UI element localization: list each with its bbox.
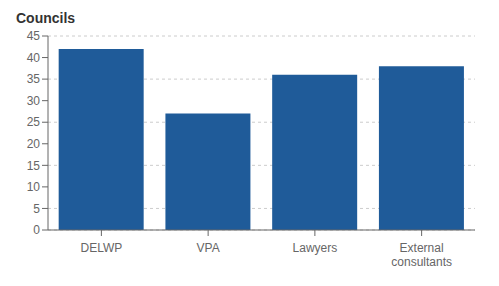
svg-text:30: 30 — [27, 94, 41, 108]
html-text:Councils: Councils — [16, 10, 76, 26]
svg-text:Lawyers: Lawyers — [293, 241, 338, 255]
svg-text:35: 35 — [27, 72, 41, 86]
svg-text:5: 5 — [33, 202, 40, 216]
svg-text:20: 20 — [27, 137, 41, 151]
svg-text:45: 45 — [27, 29, 41, 43]
svg-text:VPA: VPA — [197, 241, 220, 255]
svg-text:25: 25 — [27, 115, 41, 129]
svg-text:40: 40 — [27, 51, 41, 65]
svg-text:0: 0 — [33, 223, 40, 237]
svg-text:Externalconsultants: Externalconsultants — [391, 241, 452, 269]
svg-text:10: 10 — [27, 180, 41, 194]
svg-text:DELWP: DELWP — [80, 241, 122, 255]
svg-text:15: 15 — [27, 159, 41, 173]
